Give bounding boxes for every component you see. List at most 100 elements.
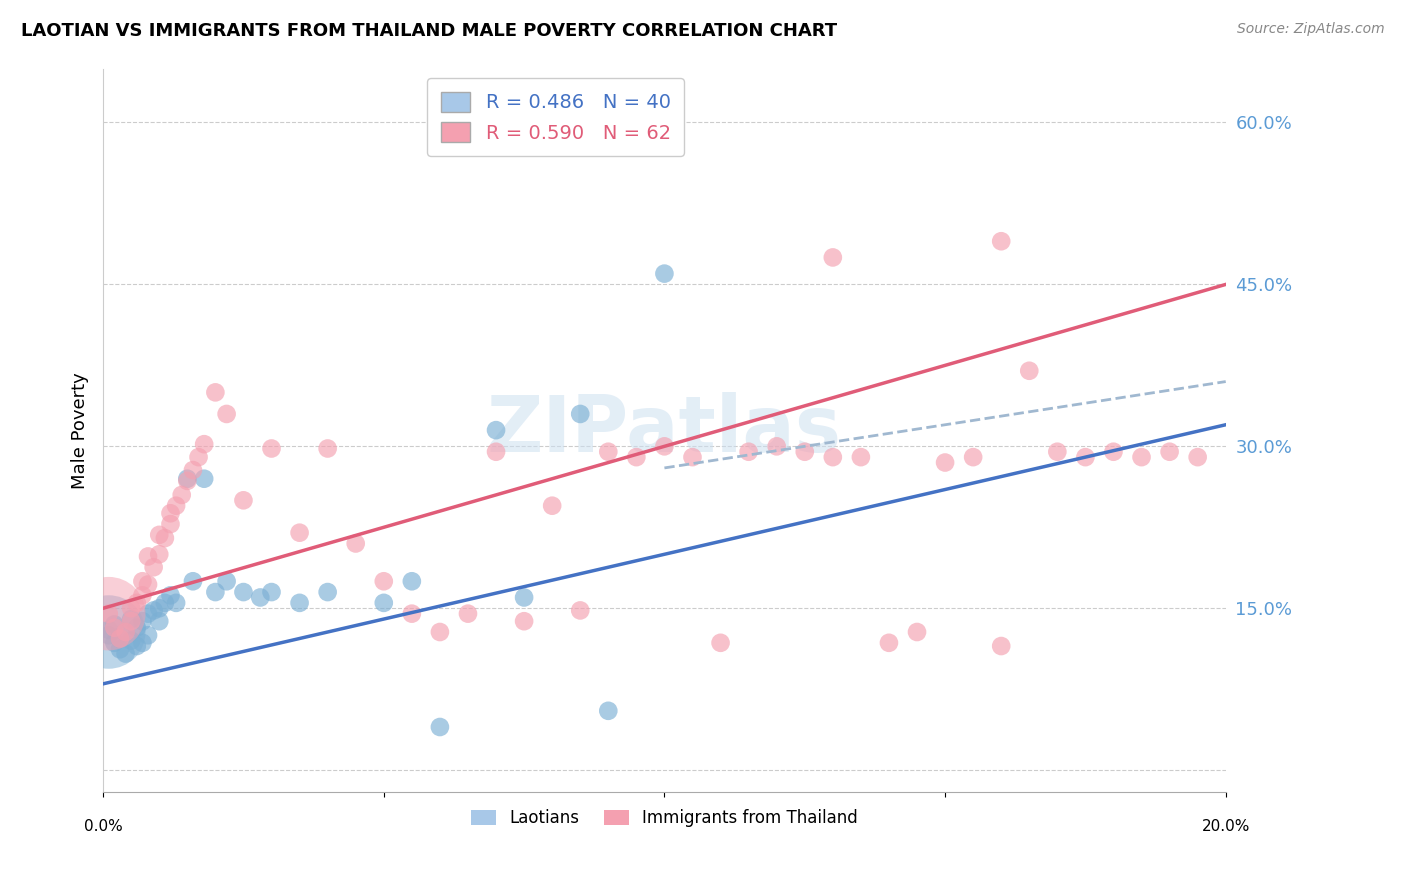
Point	[1018, 364, 1040, 378]
Point	[165, 596, 187, 610]
Point	[457, 607, 479, 621]
Point	[215, 407, 238, 421]
Text: ZIPatlas: ZIPatlas	[486, 392, 842, 468]
Point	[1187, 450, 1209, 464]
Point	[176, 474, 198, 488]
Point	[1130, 450, 1153, 464]
Point	[153, 596, 176, 610]
Point	[159, 506, 181, 520]
Point	[120, 612, 142, 626]
Point	[131, 588, 153, 602]
Point	[97, 628, 120, 642]
Point	[569, 407, 592, 421]
Point	[682, 450, 704, 464]
Point	[429, 720, 451, 734]
Point	[120, 601, 142, 615]
Point	[148, 601, 170, 615]
Point	[260, 442, 283, 456]
Point	[120, 633, 142, 648]
Point	[569, 603, 592, 617]
Point	[97, 607, 120, 621]
Point	[148, 528, 170, 542]
Point	[125, 621, 148, 635]
Point	[288, 525, 311, 540]
Point	[485, 423, 508, 437]
Point	[108, 632, 131, 646]
Point	[401, 607, 423, 621]
Point	[709, 636, 731, 650]
Point	[165, 499, 187, 513]
Point	[103, 636, 125, 650]
Point	[1046, 444, 1069, 458]
Point	[142, 603, 165, 617]
Point	[821, 251, 844, 265]
Point	[136, 549, 159, 564]
Point	[232, 585, 254, 599]
Point	[344, 536, 367, 550]
Point	[193, 472, 215, 486]
Point	[103, 617, 125, 632]
Point	[429, 625, 451, 640]
Point	[401, 574, 423, 589]
Point	[765, 439, 787, 453]
Point	[513, 591, 536, 605]
Point	[131, 636, 153, 650]
Point	[148, 614, 170, 628]
Point	[204, 585, 226, 599]
Point	[204, 385, 226, 400]
Point	[120, 614, 142, 628]
Text: LAOTIAN VS IMMIGRANTS FROM THAILAND MALE POVERTY CORRELATION CHART: LAOTIAN VS IMMIGRANTS FROM THAILAND MALE…	[21, 22, 837, 40]
Point	[373, 574, 395, 589]
Text: 0.0%: 0.0%	[84, 819, 122, 834]
Point	[136, 577, 159, 591]
Point	[626, 450, 648, 464]
Point	[249, 591, 271, 605]
Point	[905, 625, 928, 640]
Legend: Laotians, Immigrants from Thailand: Laotians, Immigrants from Thailand	[464, 803, 865, 834]
Point	[541, 499, 564, 513]
Point	[737, 444, 759, 458]
Point	[181, 574, 204, 589]
Point	[97, 623, 120, 637]
Point	[654, 439, 676, 453]
Point	[97, 607, 120, 621]
Point	[193, 437, 215, 451]
Point	[181, 463, 204, 477]
Point	[136, 628, 159, 642]
Point	[232, 493, 254, 508]
Point	[260, 585, 283, 599]
Point	[176, 472, 198, 486]
Point	[598, 704, 620, 718]
Point	[1159, 444, 1181, 458]
Point	[108, 642, 131, 657]
Point	[97, 625, 120, 640]
Point	[153, 531, 176, 545]
Point	[654, 267, 676, 281]
Point	[125, 596, 148, 610]
Point	[159, 517, 181, 532]
Point	[114, 625, 136, 640]
Text: Source: ZipAtlas.com: Source: ZipAtlas.com	[1237, 22, 1385, 37]
Point	[990, 639, 1012, 653]
Point	[598, 444, 620, 458]
Point	[125, 639, 148, 653]
Point	[136, 607, 159, 621]
Point	[821, 450, 844, 464]
Point	[159, 588, 181, 602]
Point	[170, 488, 193, 502]
Y-axis label: Male Poverty: Male Poverty	[72, 372, 89, 489]
Point	[485, 444, 508, 458]
Point	[148, 547, 170, 561]
Point	[215, 574, 238, 589]
Point	[962, 450, 984, 464]
Point	[373, 596, 395, 610]
Point	[131, 614, 153, 628]
Point	[793, 444, 815, 458]
Point	[108, 632, 131, 646]
Point	[114, 647, 136, 661]
Point	[1102, 444, 1125, 458]
Point	[513, 614, 536, 628]
Point	[316, 442, 339, 456]
Point	[131, 574, 153, 589]
Point	[934, 456, 956, 470]
